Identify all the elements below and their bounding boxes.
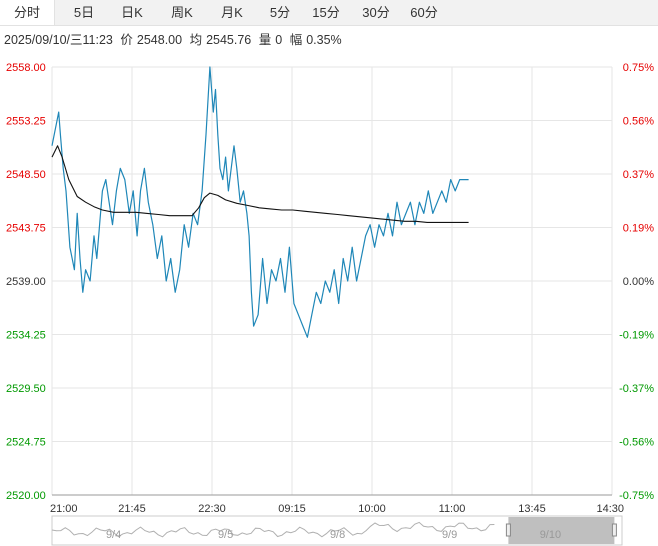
avg-value: 2545.76 bbox=[206, 33, 252, 47]
change-value: 0.35% bbox=[306, 33, 342, 47]
y-tick-label-right: -0.56% bbox=[619, 437, 654, 449]
y-tick-label-left: 2534.25 bbox=[6, 330, 46, 342]
tab-5min[interactable]: 5分 bbox=[269, 5, 291, 20]
tab-monthly-k[interactable]: 月K bbox=[221, 5, 243, 20]
tab-daily-k[interactable]: 日K bbox=[121, 5, 143, 20]
change-label: 幅 bbox=[289, 33, 303, 47]
x-tick-label: 21:45 bbox=[118, 503, 146, 515]
y-tick-label-left: 2529.50 bbox=[6, 383, 46, 395]
y-tick-label-right: 0.00% bbox=[623, 276, 654, 288]
navigator-date-label: 9/4 bbox=[106, 529, 121, 541]
average-price-line bbox=[51, 145, 469, 223]
y-tick-label-right: -0.19% bbox=[619, 330, 654, 342]
tab-weekly-k[interactable]: 周K bbox=[171, 5, 193, 20]
x-tick-label: 14:30 bbox=[596, 503, 624, 515]
y-tick-label-left: 2520.00 bbox=[6, 490, 46, 502]
navigator-date-label: 9/8 bbox=[330, 529, 345, 541]
range-navigator[interactable]: 9/4 9/5 9/8 9/9 9/10 bbox=[51, 515, 623, 546]
x-tick-label: 11:00 bbox=[439, 503, 466, 515]
y-tick-label-right: 0.19% bbox=[623, 223, 654, 235]
navigator-date-label: 9/10 bbox=[540, 529, 561, 541]
period-tab-bar: 分时 5日 日K 周K 月K 5分 15分 30分 60分 bbox=[0, 0, 658, 26]
tab-5day[interactable]: 5日 bbox=[73, 5, 95, 20]
x-tick-label: 09:15 bbox=[278, 503, 306, 515]
tab-intraday[interactable]: 分时 bbox=[0, 0, 55, 25]
y-tick-label-left: 2558.00 bbox=[6, 62, 46, 74]
price-value: 2548.00 bbox=[136, 33, 183, 47]
y-tick-label-right: -0.37% bbox=[619, 383, 654, 395]
navigator-date-label: 9/5 bbox=[218, 529, 233, 541]
y-tick-label-right: 0.37% bbox=[623, 169, 654, 181]
price-line bbox=[51, 66, 469, 338]
navigator-history-line bbox=[51, 521, 495, 538]
y-tick-label-right: -0.75% bbox=[619, 490, 654, 502]
y-tick-label-left: 2524.75 bbox=[6, 437, 46, 449]
x-tick-label: 21:00 bbox=[50, 503, 78, 515]
tab-30min[interactable]: 30分 bbox=[362, 5, 390, 20]
tab-15min[interactable]: 15分 bbox=[312, 5, 340, 20]
y-tick-label-right: 0.75% bbox=[623, 62, 654, 74]
navigator-selection bbox=[508, 517, 615, 544]
volume-value: 0 bbox=[275, 33, 283, 47]
navigator-handle-right bbox=[611, 523, 617, 537]
navigator-date-label: 9/9 bbox=[442, 529, 457, 541]
x-tick-label: 13:45 bbox=[518, 503, 546, 515]
tab-60min[interactable]: 60分 bbox=[410, 5, 438, 20]
y-tick-label-left: 2553.25 bbox=[6, 116, 46, 128]
volume-label: 量 bbox=[258, 33, 272, 47]
quote-datetime: 2025/09/10/三11:23 bbox=[4, 33, 113, 47]
x-tick-label: 22:30 bbox=[198, 503, 226, 515]
x-tick-label: 10:00 bbox=[358, 503, 386, 515]
price-label: 价 bbox=[120, 33, 133, 47]
y-tick-label-left: 2548.50 bbox=[6, 169, 46, 181]
y-tick-label-right: 0.56% bbox=[623, 116, 654, 128]
y-tick-label-left: 2539.00 bbox=[6, 276, 46, 288]
avg-label: 均 bbox=[189, 33, 203, 47]
navigator-handle-left bbox=[505, 523, 511, 537]
y-tick-label-left: 2543.75 bbox=[6, 223, 46, 235]
